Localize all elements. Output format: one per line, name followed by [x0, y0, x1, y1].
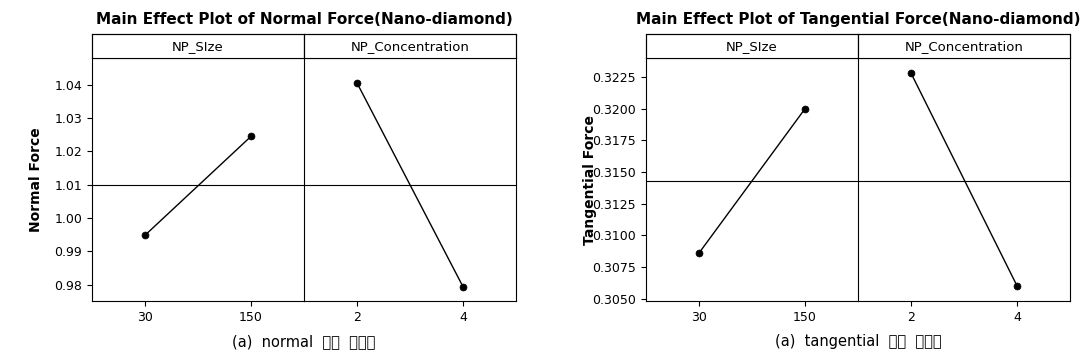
- Text: Main Effect Plot of Normal Force(Nano-diamond): Main Effect Plot of Normal Force(Nano-di…: [95, 12, 512, 27]
- Text: NP_Concentration: NP_Concentration: [905, 40, 1024, 53]
- Text: NP_SIze: NP_SIze: [726, 40, 778, 53]
- Text: NP_SIze: NP_SIze: [172, 40, 224, 53]
- Text: Main Effect Plot of Tangential Force(Nano-diamond): Main Effect Plot of Tangential Force(Nan…: [636, 12, 1080, 27]
- Text: NP_Concentration: NP_Concentration: [350, 40, 469, 53]
- Text: Normal Force: Normal Force: [29, 127, 42, 232]
- Text: Tangential Force: Tangential Force: [583, 115, 597, 245]
- Text: (a)  tangential  방향  가공력: (a) tangential 방향 가공력: [775, 334, 942, 349]
- Text: (a)  normal  방향  가공력: (a) normal 방향 가공력: [232, 334, 376, 349]
